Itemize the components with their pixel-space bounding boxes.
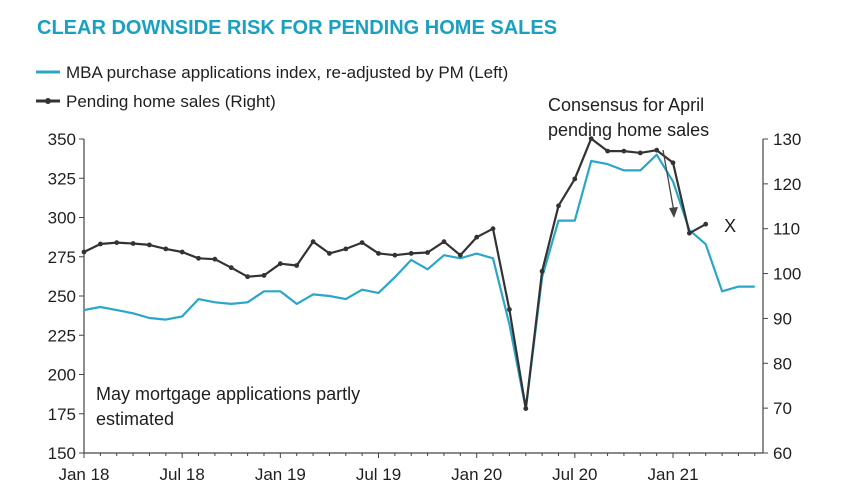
x-axis-tick-label: Jan 19 bbox=[255, 465, 306, 484]
pending-home-sales-point bbox=[114, 240, 120, 246]
left-axis-tick-label: 275 bbox=[48, 248, 76, 267]
pending-home-sales-point bbox=[228, 265, 234, 271]
pending-home-sales-point bbox=[392, 252, 398, 258]
left-axis-tick-label: 300 bbox=[48, 209, 76, 228]
x-axis-tick-label: Jan 18 bbox=[58, 465, 109, 484]
right-axis-tick-label: 100 bbox=[773, 265, 801, 284]
pending-home-sales-point bbox=[523, 406, 529, 411]
consensus-annotation-line2: pending home sales bbox=[548, 120, 709, 140]
pending-home-sales-line bbox=[83, 137, 707, 410]
x-axis-tick-label: Jul 19 bbox=[356, 465, 401, 484]
right-axis-tick-label: 120 bbox=[773, 175, 801, 194]
left-axis-tick-label: 225 bbox=[48, 326, 76, 345]
pending-home-sales-point bbox=[163, 246, 169, 252]
x-axis-tick-label: Jan 21 bbox=[647, 465, 698, 484]
may-note-line1: May mortgage applications partly bbox=[96, 384, 360, 404]
consensus-arrow bbox=[662, 149, 675, 213]
pending-home-sales-point bbox=[408, 251, 414, 256]
pending-home-sales-point bbox=[147, 242, 152, 248]
pending-home-sales-point bbox=[277, 261, 283, 267]
pending-home-sales-point bbox=[376, 251, 381, 256]
consensus-annotation-line1: Consensus for April bbox=[548, 95, 704, 115]
pending-home-sales-point bbox=[703, 221, 709, 227]
pending-home-sales-point bbox=[261, 273, 267, 278]
legend-label-mba: MBA purchase applications index, re-adju… bbox=[66, 63, 508, 82]
right-axis-tick-label: 60 bbox=[773, 444, 792, 463]
x-axis-tick-label: Jul 20 bbox=[552, 465, 597, 484]
pending-home-sales-point bbox=[310, 239, 316, 245]
legend-label-pending: Pending home sales (Right) bbox=[66, 92, 276, 111]
pending-home-sales-point bbox=[490, 226, 496, 232]
pending-home-sales-point bbox=[507, 307, 512, 312]
pending-home-sales-point bbox=[588, 136, 594, 142]
pending-home-sales-point bbox=[572, 176, 578, 182]
left-axis-tick-label: 250 bbox=[48, 287, 76, 306]
x-axis-tick-label: Jul 18 bbox=[159, 465, 204, 484]
pending-home-sales-point bbox=[294, 263, 300, 268]
pending-home-sales-point bbox=[81, 249, 87, 255]
may-note-line2: estimated bbox=[96, 409, 174, 429]
mba-applications-line bbox=[83, 153, 755, 411]
consensus-arrowhead bbox=[669, 207, 678, 218]
left-axis-tick-label: 175 bbox=[48, 405, 76, 424]
left-axis-tick-label: 325 bbox=[48, 169, 76, 188]
right-axis-tick-label: 90 bbox=[773, 309, 792, 328]
pending-home-sales-point bbox=[327, 251, 332, 256]
pending-home-sales-point bbox=[621, 148, 627, 154]
right-axis-tick-label: 130 bbox=[773, 130, 801, 149]
pending-home-sales-point bbox=[637, 150, 643, 156]
pending-home-sales-point bbox=[425, 250, 430, 255]
pending-home-sales-point bbox=[556, 203, 561, 209]
right-axis-tick-label: 80 bbox=[773, 354, 792, 373]
pending-home-sales-point bbox=[441, 239, 447, 245]
pending-home-sales-point bbox=[605, 148, 610, 154]
right-axis-tick-label: 110 bbox=[773, 220, 800, 239]
pending-home-sales-point bbox=[130, 241, 136, 246]
left-axis-tick-label: 200 bbox=[48, 366, 76, 385]
x-axis-tick-label: Jan 20 bbox=[451, 465, 502, 484]
pending-home-sales-point bbox=[245, 274, 251, 280]
pending-home-sales-point bbox=[343, 246, 349, 252]
right-axis-tick-label: 70 bbox=[773, 399, 792, 418]
pending-home-sales-point bbox=[474, 234, 480, 240]
pending-home-sales-point bbox=[539, 268, 545, 274]
legend-marker-pending bbox=[45, 98, 51, 104]
pending-home-sales-point bbox=[359, 240, 365, 246]
pending-home-sales-point bbox=[670, 160, 676, 166]
pending-home-sales-point bbox=[457, 252, 463, 258]
pending-home-sales-point bbox=[654, 147, 660, 153]
pending-home-sales-point bbox=[196, 255, 201, 261]
pending-home-sales-point bbox=[687, 230, 692, 236]
pending-home-sales-point bbox=[212, 256, 218, 262]
left-axis-tick-label: 350 bbox=[48, 130, 76, 149]
left-axis-tick-label: 150 bbox=[48, 444, 76, 463]
pending-home-sales-point bbox=[179, 249, 185, 255]
consensus-x-marker: X bbox=[724, 216, 736, 236]
chart-title: CLEAR DOWNSIDE RISK FOR PENDING HOME SAL… bbox=[37, 17, 557, 39]
pending-home-sales-point bbox=[98, 241, 103, 247]
